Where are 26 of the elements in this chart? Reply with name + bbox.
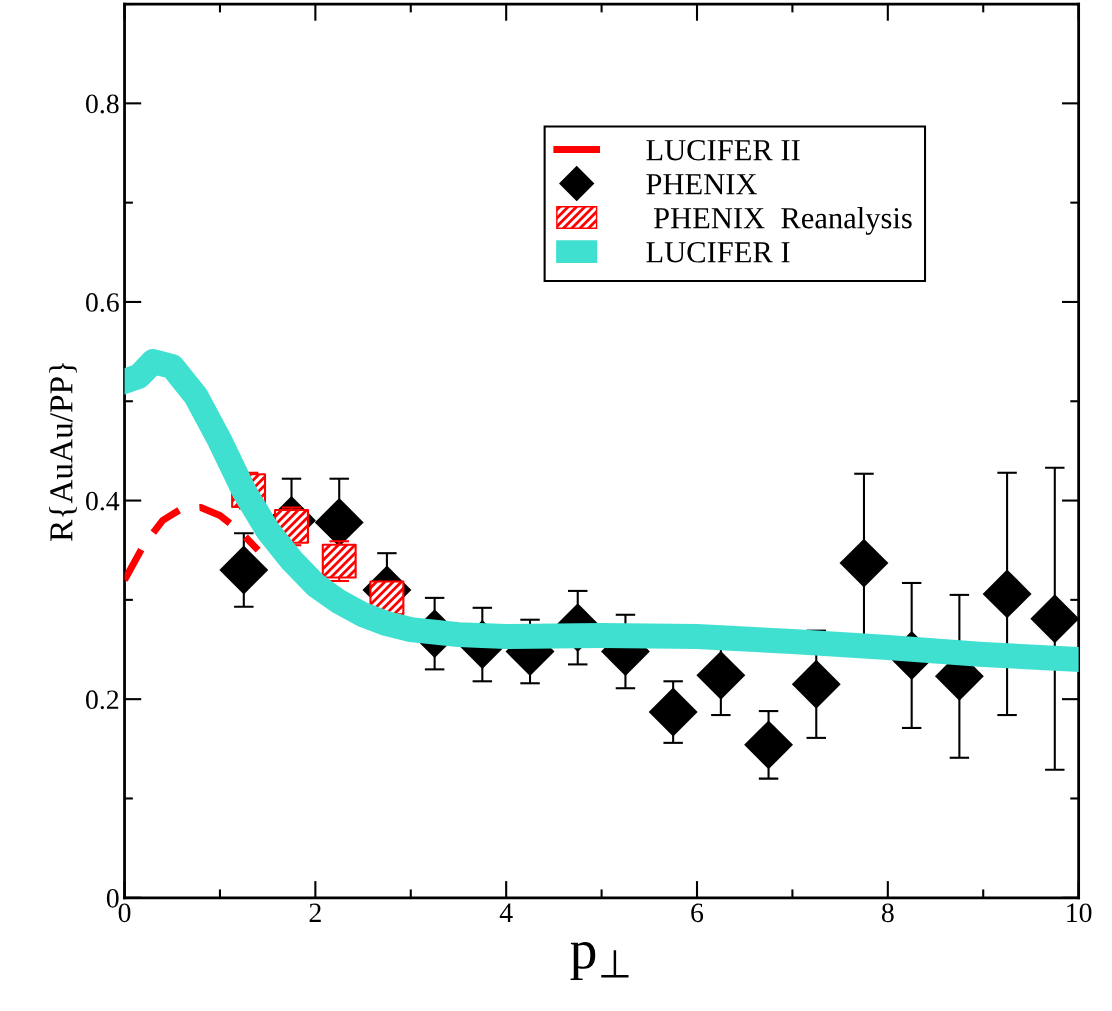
- y-axis-title: R{AuAu/PP}: [49, 362, 77, 541]
- point: [314, 497, 364, 547]
- x-axis-title: p$_{⊥}$: [570, 942, 629, 981]
- y-tick-label: 0.2: [86, 690, 119, 710]
- y-tick-label: 0.6: [86, 293, 119, 312]
- point: [1030, 594, 1079, 644]
- y-tick-label: 0.4: [86, 491, 120, 511]
- x-tick-label: 8: [881, 903, 894, 923]
- legend-label: PHENIX Reanalysis: [653, 206, 912, 235]
- legend-label: LUCIFER I: [646, 242, 790, 263]
- point: [791, 659, 841, 709]
- point: [744, 720, 794, 770]
- y-tick-label: 0.8: [86, 94, 119, 114]
- point: [696, 650, 746, 700]
- legend-label: LUCIFER II: [646, 139, 800, 161]
- point: [321, 543, 357, 579]
- point: [219, 545, 269, 595]
- x-tick-label: 4: [499, 903, 513, 922]
- x-tick-label: 2: [309, 903, 321, 922]
- point: [648, 687, 698, 737]
- point: [982, 569, 1032, 619]
- x-tick-label: 6: [691, 903, 704, 923]
- y-tick-label: 0: [106, 888, 119, 908]
- point: [839, 538, 889, 588]
- x-tick-label: 10: [1067, 903, 1092, 923]
- legend-label: PHENIX: [646, 174, 757, 195]
